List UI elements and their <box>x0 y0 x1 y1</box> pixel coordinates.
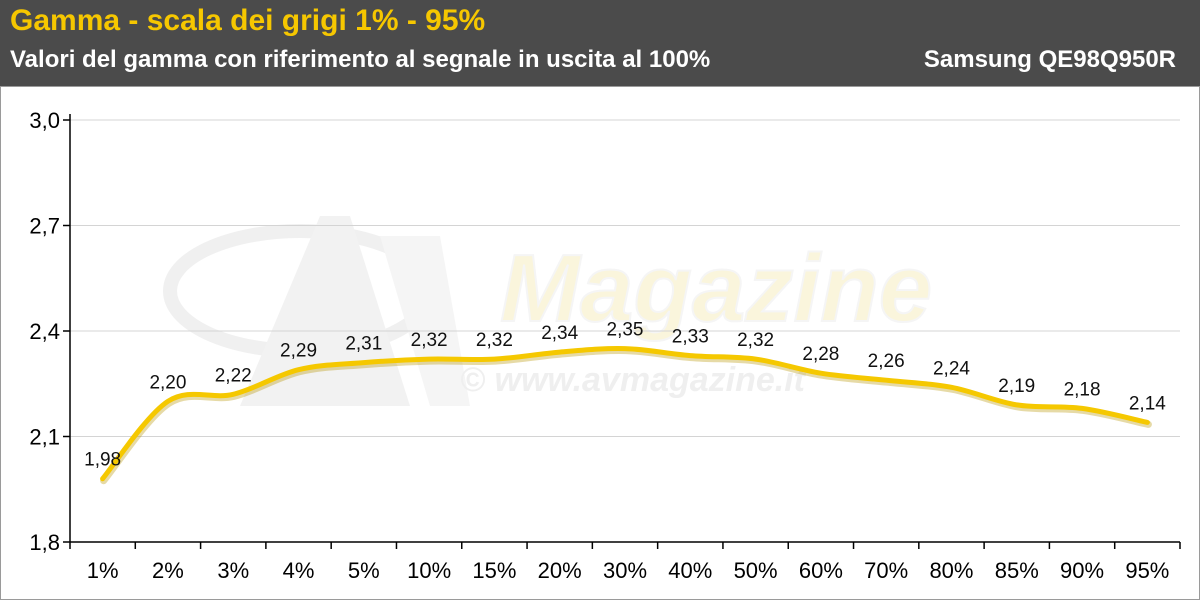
data-point <box>492 357 497 362</box>
x-tick-label: 90% <box>1060 558 1104 583</box>
data-label: 2,28 <box>802 344 839 365</box>
x-tick-labels: 1% 2% 3% 4% 5% 10% 15% 20% 30% 40% 50% 60% 70% 80% 85%… <box>87 558 1170 583</box>
data-point <box>296 367 301 372</box>
avmagazine-watermark: Magazine © www.avmagazine.it <box>163 216 933 406</box>
tv-model-label: Samsung QE98Q950R <box>923 46 1176 73</box>
data-label: 2,26 <box>868 351 905 372</box>
data-labels: 1,98 2,20 2,22 2,29 2,31 2,32 2,32 2,34 2,35 2,33… <box>84 320 1166 471</box>
chart-frame <box>0 86 1200 600</box>
data-point <box>1145 420 1150 425</box>
data-point <box>1080 406 1085 411</box>
axes <box>63 114 1181 549</box>
watermark-url: © www.avmagazine.it <box>460 361 807 399</box>
data-point <box>818 371 823 376</box>
data-point <box>100 476 105 481</box>
data-label: 2,35 <box>607 320 644 341</box>
gamma-line-chart: Magazine © www.avmagazine.it 1,8 2,1 2,4 2,… <box>0 86 1200 600</box>
x-tick-label: 85% <box>995 558 1039 583</box>
data-label: 2,14 <box>1129 393 1166 414</box>
y-tick-label: 2,7 <box>29 214 60 239</box>
x-tick-label: 2% <box>152 558 184 583</box>
data-label: 2,18 <box>1064 379 1101 400</box>
data-point <box>753 357 758 362</box>
watermark-a-shape <box>240 216 410 406</box>
data-label: 2,32 <box>476 330 513 351</box>
x-tick-label: 95% <box>1125 558 1169 583</box>
y-tick-label: 3,0 <box>29 108 60 133</box>
data-label: 2,22 <box>215 365 252 386</box>
data-point <box>688 353 693 358</box>
x-tick-label: 15% <box>472 558 516 583</box>
watermark-v-shape <box>380 236 470 406</box>
x-tick-label: 50% <box>734 558 778 583</box>
data-label: 2,29 <box>280 341 317 362</box>
data-point <box>623 346 627 351</box>
data-label: 2,34 <box>541 323 578 344</box>
y-tick-label: 2,4 <box>29 319 60 344</box>
x-tick-label: 80% <box>929 558 973 583</box>
data-label: 2,31 <box>345 334 382 355</box>
y-tick-label: 1,8 <box>29 530 60 555</box>
x-tick-label: 3% <box>217 558 249 583</box>
data-point <box>165 399 170 404</box>
y-tick-label: 2,1 <box>29 425 60 450</box>
data-point <box>949 385 954 390</box>
y-tick-labels: 1,8 2,1 2,4 2,7 3,0 <box>29 108 60 555</box>
data-point <box>361 360 366 365</box>
x-tick-label: 10% <box>407 558 451 583</box>
watermark-brand: Magazine <box>500 235 932 342</box>
chart-title: Gamma - scala dei grigi 1% - 95% <box>10 4 486 37</box>
data-point <box>427 357 432 362</box>
data-label: 2,33 <box>672 327 709 348</box>
x-tick-label: 30% <box>603 558 647 583</box>
chart-header: Gamma - scala dei grigi 1% - 95% Valori … <box>0 0 1200 86</box>
data-label: 2,24 <box>933 358 970 379</box>
data-label: 1,98 <box>84 450 121 471</box>
data-point <box>231 392 236 397</box>
data-label: 2,19 <box>998 376 1035 397</box>
data-point <box>557 350 562 355</box>
gamma-series <box>100 346 1152 485</box>
data-label: 2,20 <box>149 372 186 393</box>
x-tick-label: 60% <box>799 558 843 583</box>
data-point <box>884 378 889 383</box>
x-tick-label: 1% <box>87 558 119 583</box>
x-tick-label: 5% <box>348 558 380 583</box>
data-label: 2,32 <box>737 330 774 351</box>
data-point <box>1014 402 1019 407</box>
x-tick-label: 40% <box>668 558 712 583</box>
x-tick-label: 70% <box>864 558 908 583</box>
chart-subtitle: Valori del gamma con riferimento al segn… <box>10 46 711 73</box>
x-tick-label: 20% <box>538 558 582 583</box>
grid-lines <box>70 119 1180 437</box>
x-tick-label: 4% <box>283 558 315 583</box>
data-label: 2,32 <box>411 330 448 351</box>
